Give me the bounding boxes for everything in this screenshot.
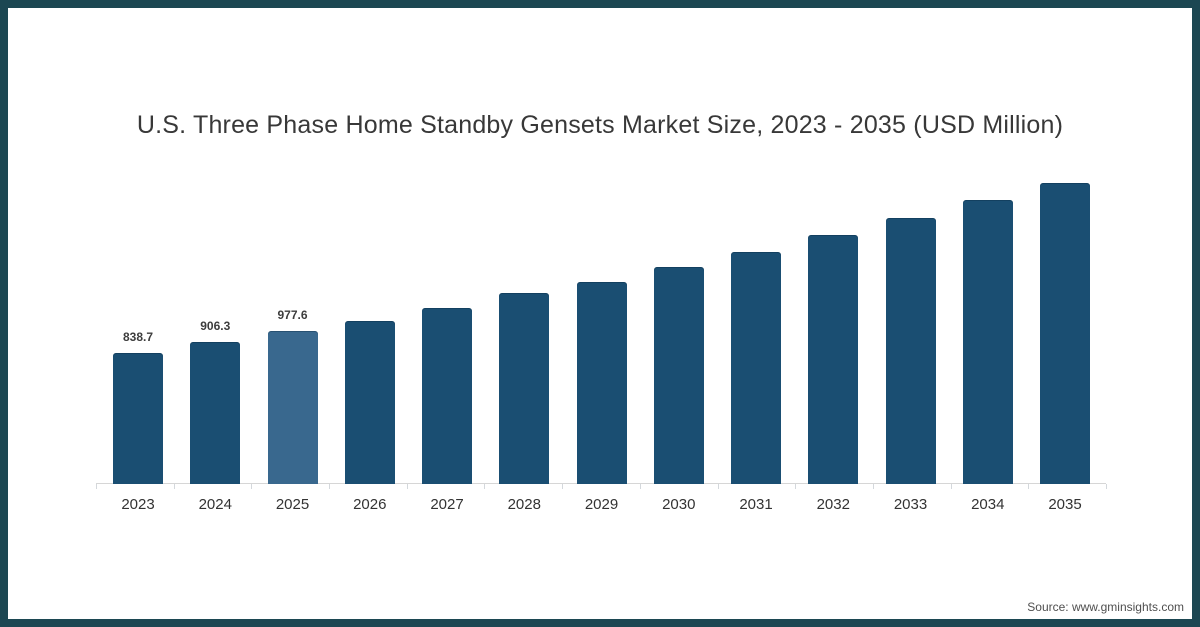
x-axis-tick	[717, 484, 719, 489]
bar-2024	[190, 342, 241, 484]
source-attribution: Source: www.gminsights.com	[1027, 600, 1184, 614]
value-label-2025: 977.6	[277, 308, 308, 322]
bar-2023	[113, 353, 163, 484]
x-axis-tick	[950, 484, 952, 489]
value-label-2024: 906.3	[200, 319, 231, 333]
x-axis-tick	[251, 484, 253, 489]
x-axis-tick	[562, 484, 564, 489]
value-label-2023: 838.7	[122, 330, 154, 344]
x-axis-label-2030: 2030	[662, 496, 696, 513]
bar-2033	[885, 218, 936, 484]
x-axis-label-2023: 2023	[121, 496, 155, 513]
x-axis-label-2029: 2029	[584, 496, 619, 513]
bar-2028	[499, 293, 550, 484]
bar-2035	[1040, 183, 1090, 484]
bar-2031	[731, 252, 781, 484]
x-axis-label-2032: 2032	[816, 496, 850, 513]
x-axis-tick	[484, 484, 486, 489]
x-axis-tick	[639, 484, 641, 489]
x-axis-tick	[872, 484, 874, 489]
x-axis-label-2033: 2033	[893, 496, 928, 513]
x-axis-tick	[1106, 484, 1107, 489]
bar-2027	[422, 308, 472, 484]
x-axis-tick	[96, 484, 97, 489]
bar-2029	[576, 282, 627, 484]
x-axis-label-2024: 2024	[198, 496, 232, 513]
bar-2026	[344, 321, 395, 484]
plot-area: 838.7 906.3 977.6 2023 2024 2025 2026 2027 2028…	[8, 8, 1192, 619]
x-axis-tick	[173, 484, 175, 489]
bar-2032	[808, 235, 859, 484]
x-axis-label-2028: 2028	[507, 496, 541, 513]
x-axis-label-2027: 2027	[430, 496, 464, 513]
x-axis-tick	[1028, 484, 1030, 489]
x-axis-label-2026: 2026	[353, 496, 387, 513]
bar-2030	[653, 267, 704, 484]
chart-title: U.S. Three Phase Home Standby Gensets Ma…	[136, 111, 1064, 139]
x-axis-label-2025: 2025	[275, 496, 310, 513]
x-axis-label-2034: 2034	[971, 496, 1005, 513]
x-axis-label-2031: 2031	[739, 496, 773, 513]
x-axis-tick	[795, 484, 797, 489]
x-axis-label-2035: 2035	[1048, 496, 1082, 513]
bar-2034	[962, 200, 1013, 484]
x-axis-tick	[329, 484, 331, 489]
bar-2025	[267, 331, 318, 484]
x-axis-tick	[406, 484, 408, 489]
